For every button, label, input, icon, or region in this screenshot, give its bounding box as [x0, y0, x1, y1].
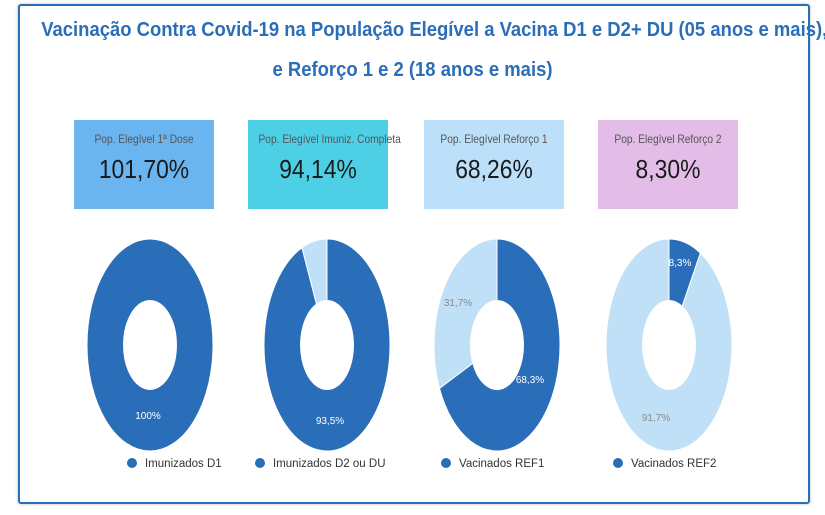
slice-label: 93,5% [316, 416, 344, 427]
kpi-card-booster-1: Pop. Elegível Reforço 1 68,26% [424, 120, 564, 209]
legend-label: Vacinados REF1 [459, 458, 545, 470]
legend-dot [613, 458, 623, 468]
donut-slice[interactable] [86, 238, 214, 452]
slice-label: 100% [135, 411, 161, 422]
legend-item-ref2[interactable]: Vacinados REF2 [613, 458, 716, 470]
kpi-value: 101,70% [98, 154, 190, 184]
donut-slice[interactable] [263, 238, 391, 452]
legend-label: Vacinados REF2 [631, 458, 717, 470]
kpi-card-booster-2: Pop. Elegível Reforço 2 8,30% [598, 120, 738, 209]
legend-dot [255, 458, 265, 468]
slice-label: 8,3% [669, 258, 692, 269]
page-subtitle: e Reforço 1 e 2 (18 anos e mais) [272, 58, 553, 81]
kpi-value: 8,30% [635, 154, 701, 184]
legend-dot [127, 458, 137, 468]
donut-slice[interactable] [438, 238, 561, 452]
page-title: Vacinação Contra Covid-19 na População E… [41, 18, 825, 41]
legend-item-d1[interactable]: Imunizados D1 [127, 458, 222, 470]
donut-slice[interactable] [605, 238, 733, 452]
slice-label: 91,7% [642, 413, 670, 424]
kpi-card-complete: Pop. Elegível Imuniz. Completa 94,14% [248, 120, 401, 209]
kpi-label: Pop. Elegível Reforço 1 [440, 132, 548, 146]
donut-slice[interactable] [433, 238, 498, 390]
slice-label: 31,7% [444, 298, 472, 309]
donut-slice[interactable] [301, 238, 328, 305]
legend-label: Imunizados D1 [145, 458, 222, 470]
kpi-value: 68,26% [455, 154, 533, 184]
legend-dot [441, 458, 451, 468]
legend-item-d2[interactable]: Imunizados D2 ou DU [255, 458, 386, 470]
kpi-label: Pop. Elegível 1ª Dose [94, 132, 194, 146]
kpi-label: Pop. Elegível Imuniz. Completa [258, 132, 401, 146]
kpi-card-first-dose: Pop. Elegível 1ª Dose 101,70% [74, 120, 214, 209]
kpi-value: 94,14% [279, 154, 357, 184]
legend-item-ref1[interactable]: Vacinados REF1 [441, 458, 544, 470]
slice-label: 68,3% [516, 375, 544, 386]
kpi-label: Pop. Elegível Reforço 2 [614, 132, 722, 146]
legend-label: Imunizados D2 ou DU [273, 458, 386, 470]
